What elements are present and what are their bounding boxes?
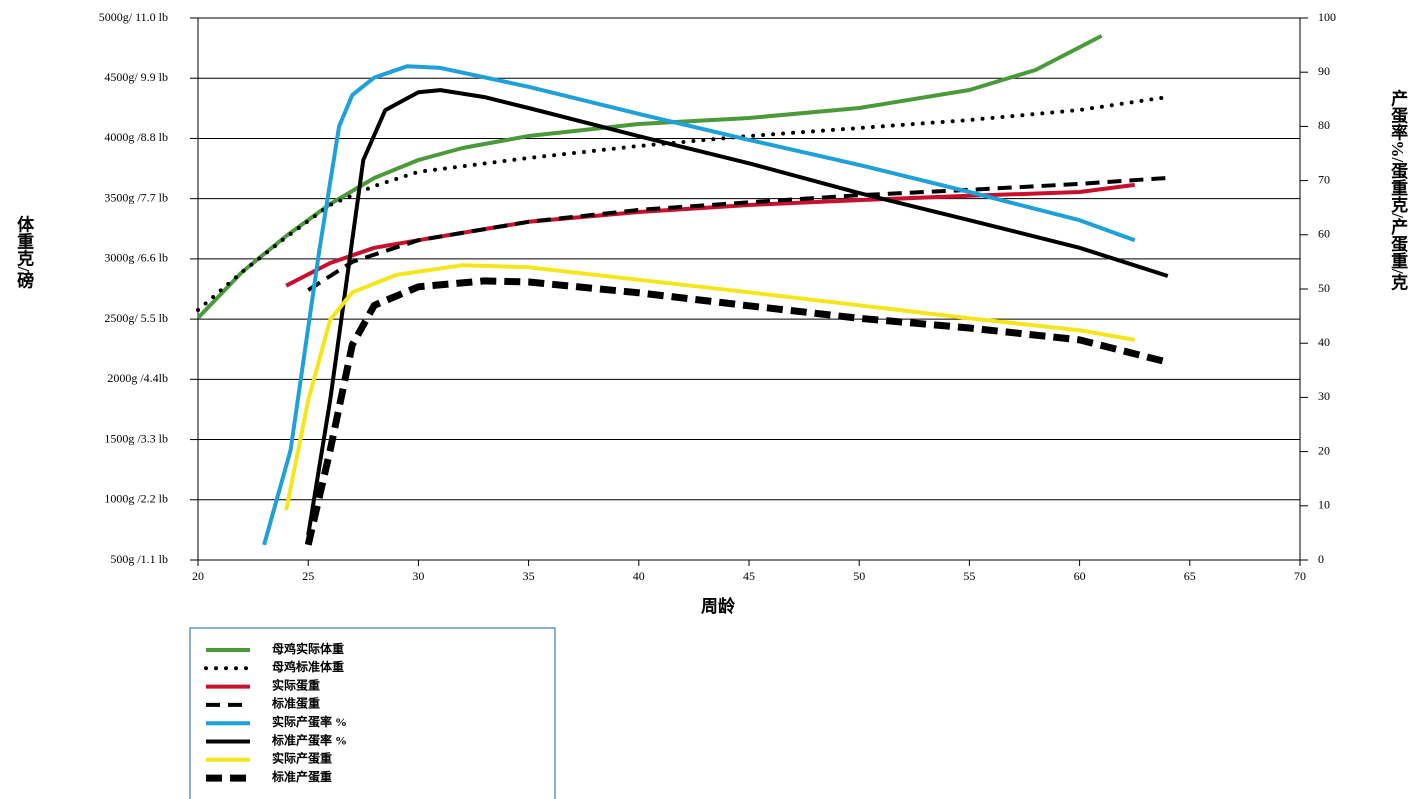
legend-label: 实际蛋重 xyxy=(272,677,320,692)
y2-tick-label: 50 xyxy=(1318,281,1330,295)
y-tick-label: 2000g /4.4lb xyxy=(107,371,168,385)
y-tick-label: 4000g /8.8 lb xyxy=(104,130,168,144)
x-tick-label: 65 xyxy=(1184,569,1196,583)
x-tick-label: 45 xyxy=(743,569,755,583)
x-axis-label: 周龄 xyxy=(701,596,736,616)
x-tick-label: 25 xyxy=(302,569,314,583)
y-tick-label: 3000g /6.6 lb xyxy=(104,251,168,265)
legend-label: 标准蛋重 xyxy=(271,696,320,711)
series-line xyxy=(306,88,1169,536)
x-tick-label: 35 xyxy=(523,569,535,583)
y2-tick-label: 70 xyxy=(1318,172,1330,186)
y2-tick-label: 100 xyxy=(1318,10,1336,24)
y2-tick-label: 20 xyxy=(1318,443,1330,457)
y2-tick-label: 0 xyxy=(1318,552,1324,566)
y-tick-label: 2500g/ 5.5 lb xyxy=(104,311,168,325)
legend-box xyxy=(189,627,556,799)
y-tick-label: 1000g /2.2 lb xyxy=(104,492,168,506)
x-tick-label: 55 xyxy=(963,569,975,583)
y-axis-label: 体重克/磅 xyxy=(14,215,34,290)
x-tick-label: 30 xyxy=(412,569,424,583)
y2-tick-label: 30 xyxy=(1318,389,1330,403)
y2-tick-label: 80 xyxy=(1318,118,1330,132)
legend-label: 母鸡标准体重 xyxy=(272,659,344,674)
y-tick-label: 500g /1.1 lb xyxy=(110,552,168,566)
y-tick-label: 3500g /7.7 lb xyxy=(104,190,168,204)
y2-axis-label: 产蛋率%/蛋重克/产蛋重/克 xyxy=(1388,88,1408,290)
x-tick-label: 60 xyxy=(1074,569,1086,583)
y-tick-label: 4500g/ 9.9 lb xyxy=(104,70,168,84)
series-line xyxy=(304,277,1169,546)
y2-tick-label: 60 xyxy=(1318,227,1330,241)
x-tick-label: 20 xyxy=(192,569,204,583)
y2-tick-label: 10 xyxy=(1318,498,1330,512)
series-line xyxy=(307,175,1168,292)
series-line xyxy=(285,182,1135,288)
series-line xyxy=(262,64,1136,546)
x-tick-label: 50 xyxy=(853,569,865,583)
y2-tick-label: 40 xyxy=(1318,335,1330,349)
legend-label: 母鸡实际体重 xyxy=(272,641,344,656)
series-line xyxy=(196,34,1103,320)
legend-label: 标准产蛋率 % xyxy=(271,732,347,747)
legend-label: 实际产蛋率 % xyxy=(272,714,347,729)
x-tick-label: 40 xyxy=(633,569,645,583)
legend-label: 实际产蛋重 xyxy=(272,751,332,766)
y-tick-label: 5000g/ 11.0 lb xyxy=(99,10,168,24)
series-line xyxy=(284,263,1136,511)
y2-tick-label: 90 xyxy=(1318,64,1330,78)
x-tick-label: 70 xyxy=(1294,569,1306,583)
legend-label: 标准产蛋重 xyxy=(271,769,332,784)
y-tick-label: 1500g /3.3 lb xyxy=(104,431,168,445)
